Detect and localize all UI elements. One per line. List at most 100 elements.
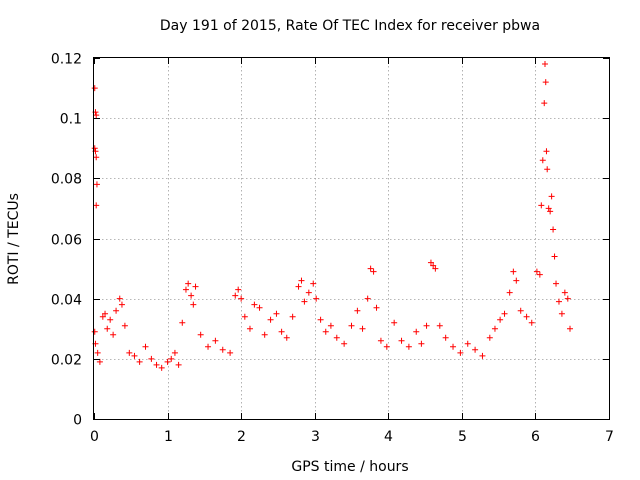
data-point [93,202,100,209]
data-point [232,292,239,299]
data-point [273,310,280,317]
data-point [370,268,377,275]
data-point [212,337,219,344]
data-point [301,298,308,305]
data-point [278,328,285,335]
data-point [550,226,557,233]
y-tick-label: 0.12 [51,52,82,68]
data-point [548,193,555,200]
data-point [168,355,175,362]
data-point [486,334,493,341]
data-point [158,364,165,371]
data-point [131,352,138,359]
data-point [190,301,197,308]
data-point [423,322,430,329]
data-point [118,301,125,308]
data-point [547,208,554,215]
y-axis-label: ROTI / TECUs [6,193,22,285]
data-point [450,343,457,350]
axis-ticks [94,58,610,420]
data-point [310,280,317,287]
data-point [348,322,355,329]
data-point [153,361,160,368]
data-point [501,310,508,317]
data-point [91,328,98,335]
data-point [510,268,517,275]
data-point [182,286,189,293]
x-tick-label: 0 [90,429,99,445]
x-tick-label: 4 [384,429,393,445]
data-point [121,322,128,329]
data-point [341,340,348,347]
data-point [251,301,258,308]
data-point [227,349,234,356]
data-point [464,340,471,347]
y-tick-labels: 0 0.02 0.04 0.06 0.08 0.1 0.12 [51,52,82,429]
y-tick-label: 0.06 [51,233,82,249]
data-point [541,61,548,68]
x-tick-label: 2 [237,429,246,445]
data-point [298,277,305,284]
data-point [377,337,384,344]
data-point [241,313,248,320]
data-point [91,85,98,92]
data-point [373,304,380,311]
data-point [538,202,545,209]
data-point [436,322,443,329]
data-point [567,325,574,332]
data-point [523,313,530,320]
data-point [283,334,290,341]
data-point [354,307,361,314]
data-point [506,289,513,296]
data-point [405,343,412,350]
data-point [295,283,302,290]
data-point [543,148,550,155]
data-point [164,358,171,365]
plot-frame [93,57,610,420]
x-tick-label: 1 [164,429,173,445]
grid-lines [94,58,609,419]
data-point [93,154,100,161]
data-point [246,325,253,332]
data-point [113,307,120,314]
data-point [472,346,479,353]
y-tick-label: 0.1 [60,112,82,128]
data-point [313,295,320,302]
data-point [555,298,562,305]
x-axis-label: GPS time / hours [291,459,408,475]
data-point [457,349,464,356]
data-point [432,265,439,272]
data-point [238,295,245,302]
data-point [536,271,543,278]
data-point [479,352,486,359]
data-point [383,343,390,350]
chart-title: Day 191 of 2015, Rate Of TEC Index for r… [160,18,540,34]
x-tick-labels: 0 1 2 3 4 5 6 7 [90,429,614,445]
data-point [333,334,340,341]
data-point [104,325,111,332]
data-point [398,337,405,344]
data-point [551,253,558,260]
data-point [359,325,366,332]
data-point [148,355,155,362]
data-point [110,331,117,338]
x-tick-label: 3 [311,429,320,445]
data-point [545,205,552,212]
data-point [513,277,520,284]
data-point [322,328,329,335]
data-point [528,319,535,326]
data-point [442,334,449,341]
data-point [197,331,204,338]
data-point [256,304,263,311]
data-point [564,295,571,302]
data-point [91,145,98,152]
data-point [497,316,504,323]
data-point [93,181,100,188]
data-point [561,289,568,296]
data-point [544,166,551,173]
y-tick-label: 0.08 [51,172,82,188]
data-point [427,259,434,266]
data-point [491,325,498,332]
data-point [367,265,374,272]
